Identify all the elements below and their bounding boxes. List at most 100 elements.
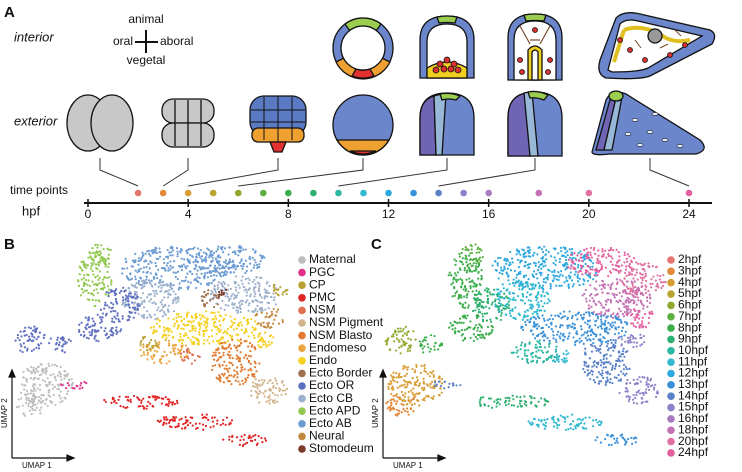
- cell-dot: [102, 278, 105, 281]
- cell-dot: [541, 290, 545, 293]
- cell-dot: [96, 246, 99, 249]
- cell-dot: [98, 253, 101, 257]
- cell-dot: [176, 327, 179, 330]
- cell-dot: [227, 370, 230, 373]
- cell-dot: [124, 395, 128, 398]
- cell-dot: [524, 282, 527, 285]
- cell-dot: [395, 400, 399, 403]
- cell-dot: [475, 289, 478, 292]
- cell-dot: [35, 338, 38, 341]
- cell-dot: [649, 312, 652, 315]
- cell-dot: [414, 369, 417, 372]
- cell-dot: [130, 283, 134, 286]
- cell-dot: [141, 292, 145, 295]
- cell-dot: [456, 271, 459, 274]
- cell-dot: [432, 373, 435, 377]
- cell-dot: [521, 357, 524, 361]
- cell-dot: [465, 258, 469, 261]
- cell-dot: [224, 313, 227, 317]
- cell-dot: [418, 382, 421, 385]
- cell-dot: [575, 423, 579, 426]
- cell-dot: [454, 327, 457, 330]
- cell-dot: [266, 344, 269, 347]
- cell-dot: [546, 319, 549, 322]
- cell-dot: [483, 337, 486, 340]
- cell-dot: [589, 284, 592, 287]
- cell-dot: [526, 263, 529, 267]
- cell-dot: [193, 246, 196, 249]
- cell-dot: [465, 317, 468, 320]
- cell-dot: [543, 346, 547, 349]
- cell-dot: [407, 337, 410, 340]
- cell-dot: [184, 344, 187, 347]
- cell-dot: [247, 345, 250, 348]
- cell-dot: [553, 270, 556, 273]
- cell-dot: [602, 357, 605, 361]
- cell-dot: [530, 293, 533, 296]
- cell-dot: [129, 292, 132, 295]
- cell-dot: [429, 382, 432, 385]
- cell-dot: [402, 404, 405, 407]
- cell-dot: [537, 268, 540, 272]
- cell-dot: [106, 337, 109, 340]
- cell-dot: [145, 278, 148, 281]
- cell-dot: [82, 291, 85, 294]
- cell-dot: [612, 345, 615, 348]
- cell-dot: [604, 366, 608, 369]
- cell-dot: [180, 338, 183, 341]
- cell-dot: [552, 337, 555, 340]
- cell-dot: [84, 278, 88, 282]
- cell-dot: [619, 360, 622, 363]
- cell-dot: [510, 404, 513, 407]
- cell-dot: [515, 395, 519, 398]
- cell-dot: [483, 289, 487, 292]
- cell-dot: [227, 253, 230, 256]
- row-label: interior: [14, 29, 54, 44]
- cell-dot: [168, 360, 171, 363]
- cell-dot: [164, 303, 167, 306]
- cell-dot: [135, 286, 138, 289]
- cell-dot: [204, 424, 207, 428]
- cell-dot: [198, 251, 201, 254]
- cell-dot: [134, 297, 137, 300]
- cell-dot: [481, 256, 484, 259]
- cell-dot: [167, 330, 170, 333]
- cell-dot: [527, 278, 530, 281]
- cell-dot: [440, 378, 444, 381]
- cell-dot: [276, 394, 279, 397]
- cell-dot: [500, 266, 503, 269]
- cell-dot: [171, 266, 175, 269]
- cell-dot: [254, 382, 257, 385]
- cell-dot: [268, 284, 271, 288]
- cell-dot: [479, 396, 483, 399]
- cell-dot: [406, 383, 409, 386]
- cell-dot: [198, 265, 201, 268]
- cell-dot: [153, 301, 156, 304]
- cell-dot: [193, 359, 197, 362]
- cell-dot: [233, 318, 237, 321]
- cell-dot: [96, 243, 99, 246]
- cell-dot: [232, 306, 235, 310]
- cell-dot: [390, 374, 393, 377]
- cell-dot: [49, 400, 52, 403]
- cell-dot: [606, 342, 609, 345]
- cell-dot: [98, 282, 101, 285]
- cell-dot: [205, 416, 208, 420]
- cell-dot: [158, 281, 162, 284]
- cell-dot: [632, 401, 635, 405]
- cell-dot: [154, 261, 157, 265]
- cell-dot: [439, 387, 442, 390]
- cell-dot: [523, 395, 526, 398]
- cell-dot: [564, 248, 567, 251]
- cell-dot: [529, 318, 532, 321]
- cell-dot: [512, 404, 516, 407]
- cell-dot: [568, 248, 571, 251]
- cell-dot: [469, 258, 473, 261]
- cell-dot: [182, 327, 185, 331]
- cell-dot: [201, 314, 204, 317]
- cell-dot: [552, 247, 555, 250]
- cell-dot: [496, 293, 499, 296]
- cell-dot: [632, 286, 635, 289]
- cell-dot: [590, 256, 593, 259]
- cell-dot: [596, 273, 599, 276]
